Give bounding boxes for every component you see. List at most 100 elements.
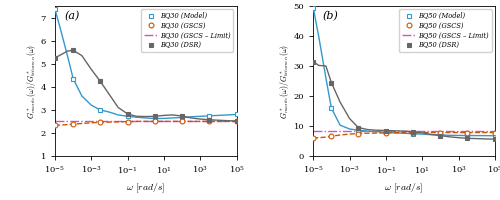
- BQ30 (GSCS – Limit): [52, 120, 58, 123]
- BQ50 (GSCS – Limit): [346, 130, 352, 133]
- BQ30 (GSCS – Limit): [143, 120, 149, 123]
- BQ30 (DSR): [180, 115, 186, 117]
- BQ50 (Model): [355, 129, 361, 131]
- BQ30 (DSR): [52, 57, 58, 59]
- BQ30 (Model): [97, 109, 103, 111]
- Line: BQ50 (DSR): BQ50 (DSR): [311, 59, 498, 142]
- BQ30 (GSCS – Limit): [70, 120, 76, 123]
- BQ30 (DSR): [97, 80, 103, 82]
- BQ30 (Model): [70, 77, 76, 80]
- Legend: BQ50 (Model), BQ50 (GSCS), BQ50 (GSCS – Limit), BQ50 (DSR): BQ50 (Model), BQ50 (GSCS), BQ50 (GSCS – …: [399, 9, 492, 52]
- BQ50 (GSCS – Limit): [464, 130, 470, 133]
- BQ30 (GSCS – Limit): [58, 120, 64, 123]
- BQ50 (DSR): [492, 138, 498, 140]
- BQ30 (DSR): [70, 49, 76, 52]
- BQ30 (GSCS – Limit): [206, 120, 212, 123]
- BQ30 (Model): [124, 115, 130, 118]
- BQ50 (Model): [492, 135, 498, 137]
- BQ30 (Model): [52, 8, 58, 11]
- BQ50 (GSCS – Limit): [474, 130, 480, 133]
- X-axis label: $\omega$ $[rad/s]$: $\omega$ $[rad/s]$: [384, 182, 424, 195]
- BQ30 (DSR): [234, 120, 240, 122]
- BQ50 (GSCS): [355, 132, 361, 135]
- BQ50 (GSCS – Limit): [410, 130, 416, 133]
- BQ50 (GSCS – Limit): [492, 130, 498, 133]
- BQ30 (GSCS): [152, 120, 158, 123]
- BQ50 (GSCS – Limit): [428, 130, 434, 133]
- BQ50 (DSR): [328, 81, 334, 84]
- BQ30 (GSCS – Limit): [188, 120, 194, 123]
- X-axis label: $\omega$ $[rad/s]$: $\omega$ $[rad/s]$: [126, 182, 166, 195]
- BQ50 (GSCS – Limit): [392, 130, 398, 133]
- BQ30 (GSCS): [70, 123, 76, 125]
- BQ50 (GSCS): [383, 132, 389, 134]
- Y-axis label: $G^*_{mastic}(\omega)/G^*_{bitumen}(\omega)$: $G^*_{mastic}(\omega)/G^*_{bitumen}(\ome…: [278, 43, 290, 119]
- BQ50 (GSCS): [328, 135, 334, 137]
- BQ50 (Model): [438, 134, 444, 136]
- BQ30 (Model): [180, 116, 186, 119]
- BQ50 (GSCS – Limit): [401, 130, 407, 133]
- BQ50 (DSR): [438, 134, 444, 137]
- BQ50 (DSR): [355, 126, 361, 129]
- BQ50 (DSR): [410, 131, 416, 133]
- Line: BQ50 (Model): BQ50 (Model): [311, 5, 498, 138]
- BQ50 (GSCS – Limit): [438, 130, 444, 133]
- BQ50 (GSCS): [464, 131, 470, 134]
- BQ30 (GSCS – Limit): [216, 120, 222, 123]
- Line: BQ30 (Model): BQ30 (Model): [52, 7, 239, 121]
- BQ30 (DSR): [206, 119, 212, 121]
- BQ30 (GSCS – Limit): [224, 120, 230, 123]
- BQ50 (GSCS): [492, 131, 498, 134]
- BQ50 (Model): [328, 107, 334, 109]
- BQ50 (GSCS – Limit): [374, 130, 380, 133]
- BQ30 (GSCS – Limit): [198, 120, 203, 123]
- BQ30 (GSCS – Limit): [170, 120, 176, 123]
- BQ30 (GSCS): [206, 120, 212, 123]
- BQ30 (GSCS – Limit): [64, 120, 70, 123]
- BQ30 (GSCS): [180, 120, 186, 123]
- BQ50 (GSCS): [410, 131, 416, 134]
- BQ30 (GSCS – Limit): [97, 120, 103, 123]
- BQ30 (GSCS – Limit): [115, 120, 121, 123]
- BQ30 (GSCS – Limit): [134, 120, 140, 123]
- BQ30 (DSR): [152, 115, 158, 118]
- BQ50 (GSCS – Limit): [316, 130, 322, 133]
- BQ50 (GSCS – Limit): [323, 130, 329, 133]
- BQ50 (Model): [410, 133, 416, 135]
- BQ30 (DSR): [124, 113, 130, 115]
- BQ50 (Model): [383, 131, 389, 134]
- BQ50 (GSCS – Limit): [420, 130, 426, 133]
- BQ30 (GSCS – Limit): [124, 120, 130, 123]
- Y-axis label: $G^*_{mastic}(\omega)/G^*_{bitumen}(\omega)$: $G^*_{mastic}(\omega)/G^*_{bitumen}(\ome…: [24, 43, 38, 119]
- Text: (b): (b): [322, 10, 338, 21]
- BQ30 (GSCS): [52, 124, 58, 127]
- BQ30 (GSCS): [124, 120, 130, 123]
- BQ30 (GSCS – Limit): [88, 120, 94, 123]
- BQ30 (Model): [234, 113, 240, 116]
- BQ30 (GSCS – Limit): [161, 120, 167, 123]
- BQ50 (DSR): [383, 129, 389, 132]
- BQ30 (GSCS – Limit): [180, 120, 186, 123]
- BQ50 (GSCS – Limit): [364, 130, 370, 133]
- BQ30 (Model): [206, 115, 212, 117]
- Text: (a): (a): [64, 10, 80, 21]
- Legend: BQ30 (Model), BQ30 (GSCS), BQ30 (GSCS – Limit), BQ30 (DSR): BQ30 (Model), BQ30 (GSCS), BQ30 (GSCS – …: [141, 9, 234, 52]
- BQ50 (GSCS – Limit): [310, 130, 316, 133]
- BQ50 (Model): [464, 134, 470, 137]
- BQ30 (GSCS – Limit): [106, 120, 112, 123]
- BQ50 (GSCS – Limit): [482, 130, 488, 133]
- BQ50 (DSR): [310, 60, 316, 63]
- BQ50 (GSCS): [310, 137, 316, 139]
- BQ50 (GSCS – Limit): [328, 130, 334, 133]
- Line: BQ30 (DSR): BQ30 (DSR): [52, 48, 239, 123]
- BQ50 (GSCS – Limit): [383, 130, 389, 133]
- BQ30 (GSCS): [234, 120, 240, 123]
- BQ30 (GSCS – Limit): [79, 120, 85, 123]
- BQ50 (GSCS): [438, 131, 444, 134]
- BQ50 (GSCS – Limit): [355, 130, 361, 133]
- BQ30 (GSCS): [97, 121, 103, 124]
- BQ50 (Model): [310, 6, 316, 9]
- Line: BQ50 (GSCS): BQ50 (GSCS): [311, 130, 498, 140]
- Line: BQ30 (GSCS): BQ30 (GSCS): [52, 119, 239, 128]
- BQ50 (GSCS – Limit): [456, 130, 462, 133]
